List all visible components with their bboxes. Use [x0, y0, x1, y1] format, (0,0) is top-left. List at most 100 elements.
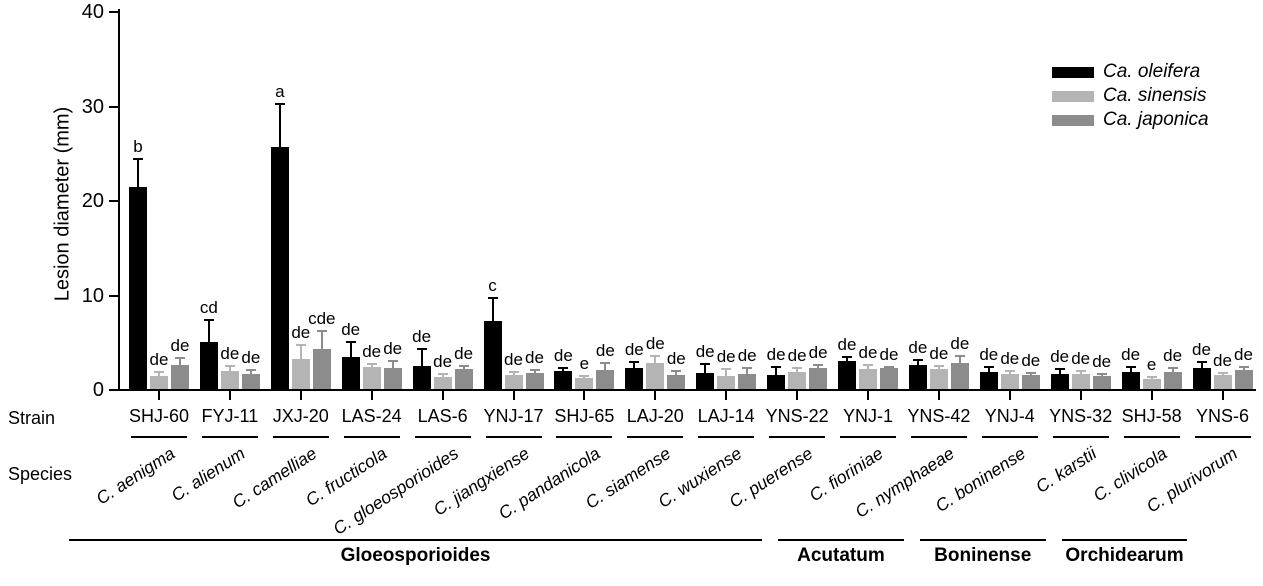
- strain-underline: [556, 436, 613, 438]
- significance-letter: de: [666, 349, 686, 369]
- significance-letter: a: [275, 81, 285, 101]
- error-bar: [916, 358, 919, 366]
- legend-swatch: [1052, 115, 1094, 126]
- x-tick: [796, 391, 799, 400]
- bar: [859, 369, 877, 389]
- significance-letter: cde: [308, 309, 336, 329]
- error-bar: [846, 355, 848, 361]
- bar: [979, 371, 998, 389]
- error-bar-cap: [274, 102, 285, 105]
- strain-underline: [698, 436, 755, 438]
- significance-letter: de: [1000, 349, 1020, 369]
- error-bar-cap: [387, 359, 398, 362]
- error-bar: [725, 368, 728, 376]
- x-tick: [441, 391, 444, 400]
- significance-letter: e: [579, 353, 590, 373]
- bar: [809, 368, 828, 389]
- bar: [1192, 368, 1211, 389]
- error-bar-cap: [487, 297, 498, 300]
- x-tick: [1079, 391, 1082, 400]
- significance-letter: de: [624, 339, 644, 359]
- error-bar: [1171, 367, 1174, 372]
- error-bar-cap: [671, 370, 682, 373]
- error-bar-cap: [1238, 366, 1249, 369]
- strain-label: SHJ-58: [1121, 406, 1182, 426]
- strain-label: LAS-24: [341, 406, 402, 426]
- error-bar-cap: [508, 371, 519, 374]
- error-bar-cap: [912, 358, 923, 361]
- significance-letter: de: [412, 327, 432, 347]
- bar: [483, 320, 502, 389]
- error-bar-cap: [1004, 370, 1015, 373]
- legend-swatch: [1052, 67, 1094, 78]
- error-bar-cap: [954, 354, 965, 357]
- error-bar-cap: [1125, 366, 1136, 369]
- error-bar-cap: [345, 340, 356, 343]
- error-bar-cap: [245, 369, 256, 372]
- bar: [220, 371, 239, 389]
- strain-underline: [627, 436, 684, 438]
- significance-letter: de: [1121, 345, 1141, 365]
- bar: [575, 377, 594, 389]
- x-tick: [867, 391, 869, 400]
- bar: [433, 376, 452, 389]
- bar: [171, 365, 189, 389]
- bar: [270, 147, 289, 389]
- bar: [625, 368, 644, 389]
- x-tick: [299, 391, 302, 400]
- error-bar-cap: [366, 362, 377, 365]
- strain-label: SHJ-60: [128, 406, 190, 426]
- error-bar: [158, 371, 160, 376]
- bar: [880, 368, 898, 389]
- error-bar: [179, 356, 181, 366]
- significance-letter: e: [1146, 354, 1157, 374]
- significance-letter: de: [1050, 347, 1070, 367]
- significance-letter: de: [787, 346, 807, 366]
- error-bar-cap: [295, 343, 306, 346]
- error-bar-cap: [437, 372, 448, 375]
- strain-row-label: Strain: [8, 408, 56, 428]
- strain-underline: [840, 436, 896, 438]
- error-bar-cap: [721, 368, 732, 371]
- strain-label: JXJ-20: [272, 406, 329, 426]
- error-bar-cap: [792, 367, 803, 370]
- x-tick: [228, 391, 231, 400]
- bar: [1021, 374, 1040, 389]
- strain-label: LAJ-14: [697, 406, 755, 426]
- error-bar: [370, 362, 373, 368]
- significance-letter: de: [645, 333, 665, 353]
- error-bar: [958, 354, 961, 364]
- bar: [738, 373, 757, 389]
- bar: [1000, 373, 1019, 389]
- error-bar-cap: [1217, 371, 1228, 374]
- significance-letter: de: [808, 343, 828, 363]
- significance-letter: de: [341, 319, 361, 339]
- error-bar: [775, 366, 778, 375]
- error-bar: [1200, 360, 1203, 369]
- bar: [383, 368, 402, 389]
- bar: [1121, 371, 1140, 389]
- x-tick: [654, 391, 657, 400]
- significance-letter: de: [362, 341, 382, 361]
- error-bar-cap: [224, 365, 235, 368]
- bar: [1071, 373, 1090, 389]
- error-bar-cap: [650, 354, 661, 357]
- complex-label: Acutatum: [797, 545, 885, 566]
- error-bar-cap: [983, 366, 994, 369]
- error-bar-cap: [1196, 360, 1207, 363]
- x-tick: [512, 391, 515, 400]
- bar: [838, 360, 856, 389]
- error-bar-cap: [813, 364, 824, 367]
- significance-letter: de: [837, 334, 857, 354]
- significance-letter: c: [488, 276, 497, 296]
- significance-letter: de: [595, 340, 615, 360]
- y-tick: [109, 294, 118, 297]
- error-bar: [604, 361, 607, 371]
- x-axis-line: [118, 389, 1256, 391]
- error-bar: [1058, 368, 1061, 374]
- bar: [1213, 374, 1232, 389]
- error-bar-cap: [771, 366, 782, 369]
- strain-underline: [1052, 436, 1109, 438]
